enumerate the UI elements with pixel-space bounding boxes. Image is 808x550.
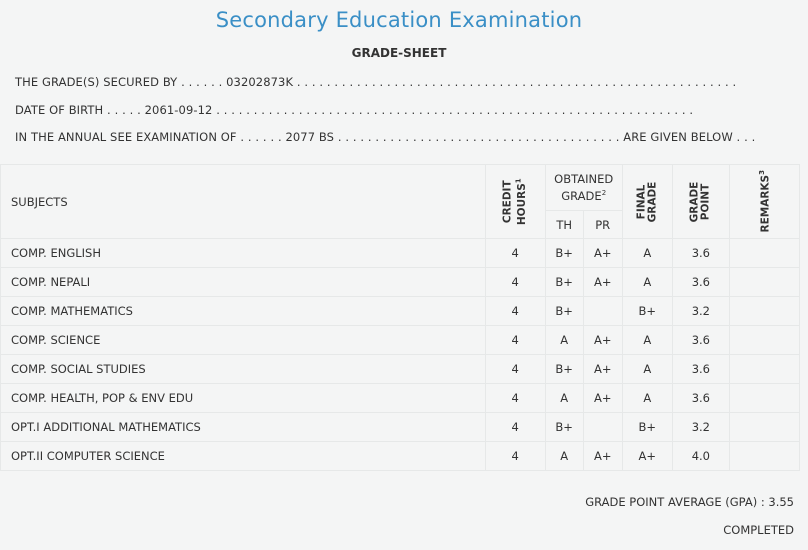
subject-cell: COMP. NEPALI (0, 267, 486, 297)
subject-cell: COMP. SCIENCE (0, 325, 486, 355)
exam-line: IN THE ANNUAL SEE EXAMINATION OF . . . .… (15, 130, 756, 144)
grade-point-cell: 3.2 (671, 412, 730, 442)
grade-point-cell: 4.0 (671, 441, 730, 471)
th-grade-cell: B+ (544, 296, 584, 326)
status-text: COMPLETED (723, 523, 794, 537)
final-grade-cell: A (621, 325, 673, 355)
th-grade-cell: B+ (544, 238, 584, 268)
final-grade-cell: B+ (621, 296, 673, 326)
remarks-cell (728, 412, 801, 442)
remarks-cell (728, 325, 801, 355)
pr-header: PR (582, 210, 623, 239)
subject-cell: COMP. HEALTH, POP & ENV EDU (0, 383, 486, 413)
subjects-header: SUBJECTS (0, 164, 486, 239)
subject-cell: OPT.I ADDITIONAL MATHEMATICS (0, 412, 486, 442)
remarks-header: REMARKS3 (728, 164, 801, 239)
pr-grade-cell: A+ (582, 238, 623, 268)
grade-point-cell: 3.6 (671, 354, 730, 384)
credit-hours-header: CREDIT HOURS1 (484, 164, 546, 239)
th-grade-cell: A (544, 325, 584, 355)
th-grade-cell: B+ (544, 412, 584, 442)
subject-cell: COMP. MATHEMATICS (0, 296, 486, 326)
table-row: COMP. SCIENCE 4 A A+ A 3.6 (0, 325, 801, 355)
gpa-text: GRADE POINT AVERAGE (GPA) : 3.55 (585, 495, 794, 509)
pr-grade-cell: A+ (582, 325, 623, 355)
page-title: Secondary Education Examination (215, 8, 583, 32)
th-grade-cell: B+ (544, 354, 584, 384)
grade-point-cell: 3.6 (671, 325, 730, 355)
obtained-grade-header: OBTAINED GRADE2 (544, 164, 623, 211)
pr-grade-cell: A+ (582, 267, 623, 297)
credit-cell: 4 (484, 325, 546, 355)
grade-sheet-subtitle: GRADE-SHEET (351, 46, 447, 60)
remarks-cell (728, 383, 801, 413)
table-row: COMP. HEALTH, POP & ENV EDU 4 A A+ A 3.6 (0, 383, 801, 413)
credit-cell: 4 (484, 441, 546, 471)
credit-cell: 4 (484, 354, 546, 384)
final-grade-cell: A+ (621, 441, 673, 471)
credit-cell: 4 (484, 383, 546, 413)
th-grade-cell: A (544, 383, 584, 413)
grade-point-cell: 3.2 (671, 296, 730, 326)
table-row: OPT.II COMPUTER SCIENCE 4 A A+ A+ 4.0 (0, 441, 801, 471)
subject-cell: COMP. SOCIAL STUDIES (0, 354, 486, 384)
pr-grade-cell (582, 412, 623, 442)
grade-point-cell: 3.6 (671, 383, 730, 413)
remarks-cell (728, 354, 801, 384)
pr-grade-cell: A+ (582, 441, 623, 471)
th-grade-cell: A (544, 441, 584, 471)
grade-table: SUBJECTS CREDIT HOURS1 OBTAINED GRADE2 F… (0, 164, 801, 471)
credit-cell: 4 (484, 267, 546, 297)
final-grade-header: FINAL GRADE (621, 164, 673, 239)
remarks-cell (728, 441, 801, 471)
pr-grade-cell (582, 296, 623, 326)
final-grade-cell: A (621, 383, 673, 413)
credit-cell: 4 (484, 296, 546, 326)
pr-grade-cell: A+ (582, 354, 623, 384)
subject-cell: OPT.II COMPUTER SCIENCE (0, 441, 486, 471)
remarks-cell (728, 267, 801, 297)
secured-by-line: THE GRADE(S) SECURED BY . . . . . . 0320… (15, 75, 737, 89)
subject-cell: COMP. ENGLISH (0, 238, 486, 268)
th-header: TH (544, 210, 584, 239)
credit-cell: 4 (484, 238, 546, 268)
final-grade-cell: B+ (621, 412, 673, 442)
table-row: COMP. SOCIAL STUDIES 4 B+ A+ A 3.6 (0, 354, 801, 384)
final-grade-cell: A (621, 354, 673, 384)
table-row: COMP. NEPALI 4 B+ A+ A 3.6 (0, 267, 801, 297)
table-row: COMP. MATHEMATICS 4 B+ B+ 3.2 (0, 296, 801, 326)
grade-point-cell: 3.6 (671, 267, 730, 297)
table-row: OPT.I ADDITIONAL MATHEMATICS 4 B+ B+ 3.2 (0, 412, 801, 442)
grade-point-header: GRADE POINT (671, 164, 730, 239)
th-grade-cell: B+ (544, 267, 584, 297)
final-grade-cell: A (621, 238, 673, 268)
pr-grade-cell: A+ (582, 383, 623, 413)
date-of-birth-line: DATE OF BIRTH . . . . . 2061-09-12 . . .… (15, 103, 694, 117)
remarks-cell (728, 238, 801, 268)
remarks-cell (728, 296, 801, 326)
grade-point-cell: 3.6 (671, 238, 730, 268)
final-grade-cell: A (621, 267, 673, 297)
table-row: COMP. ENGLISH 4 B+ A+ A 3.6 (0, 238, 801, 268)
credit-cell: 4 (484, 412, 546, 442)
